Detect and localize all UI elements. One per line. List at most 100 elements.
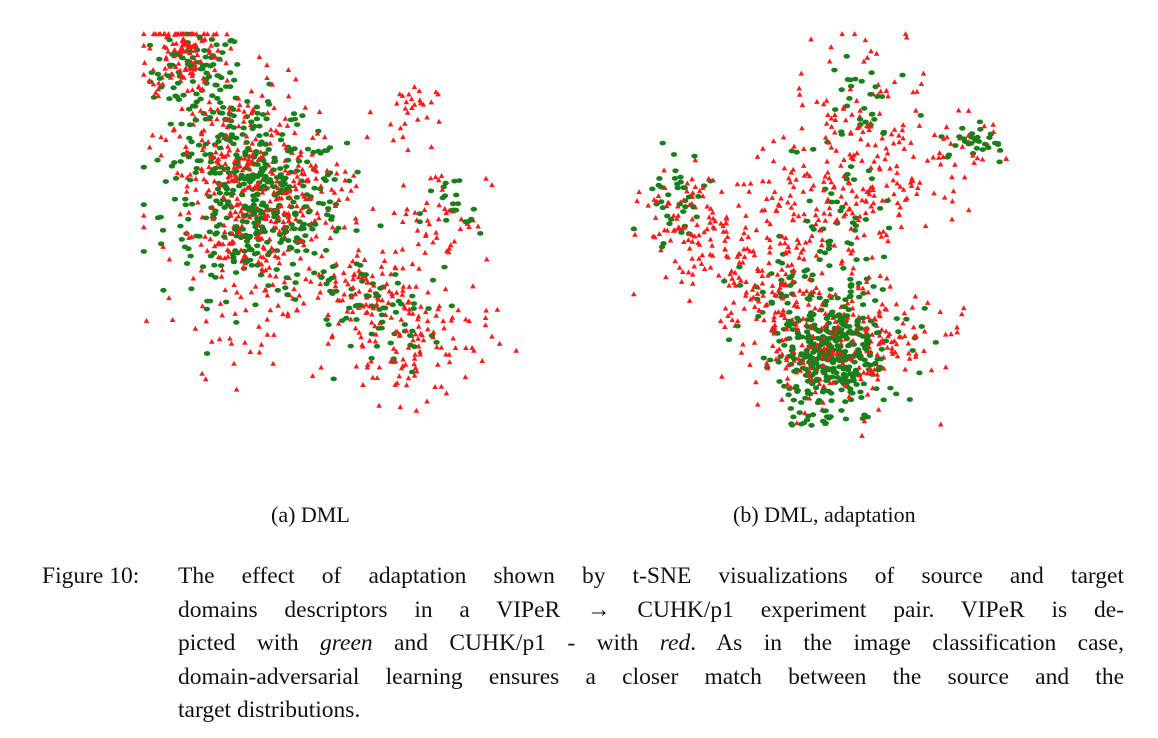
scatter-point-viper xyxy=(828,390,835,396)
scatter-point-viper xyxy=(156,76,164,81)
scatter-point-cuhk xyxy=(413,407,420,413)
scatter-point-cuhk xyxy=(285,170,291,176)
scatter-point-viper xyxy=(804,317,811,323)
scatter-point-cuhk xyxy=(162,65,168,71)
scatter-point-cuhk xyxy=(719,373,725,379)
scatter-point-cuhk xyxy=(861,58,867,64)
scatter-point-cuhk xyxy=(435,306,441,312)
scatter-point-viper xyxy=(842,416,850,422)
scatter-point-viper xyxy=(283,164,290,170)
scatter-point-viper xyxy=(213,82,220,88)
scatter-point-cuhk xyxy=(363,301,369,307)
scatter-point-cuhk xyxy=(201,127,207,133)
scatter-point-cuhk xyxy=(913,107,919,113)
scatter-point-cuhk xyxy=(364,134,370,140)
scatter-point-cuhk xyxy=(231,282,237,287)
scatter-point-viper xyxy=(721,278,728,284)
scatter-point-cuhk xyxy=(771,314,777,320)
scatter-point-cuhk xyxy=(842,382,849,388)
scatter-point-cuhk xyxy=(203,179,210,185)
scatter-point-cuhk xyxy=(169,317,176,322)
scatter-point-cuhk xyxy=(314,210,321,216)
scatter-point-viper xyxy=(172,93,179,99)
scatter-point-cuhk xyxy=(941,194,948,200)
scatter-point-cuhk xyxy=(341,291,347,297)
scatter-point-viper xyxy=(824,341,831,347)
scatter-point-cuhk xyxy=(838,162,844,168)
scatter-point-cuhk xyxy=(186,209,192,215)
scatter-point-viper xyxy=(804,417,811,423)
scatter-point-cuhk xyxy=(264,75,270,80)
scatter-point-viper xyxy=(208,272,215,278)
scatter-point-cuhk xyxy=(856,123,863,129)
scatter-point-viper xyxy=(816,295,823,301)
scatter-point-cuhk xyxy=(936,154,942,160)
scatter-point-cuhk xyxy=(171,126,177,131)
scatter-point-viper xyxy=(226,70,234,76)
scatter-point-viper xyxy=(854,322,861,328)
scatter-point-cuhk xyxy=(141,71,147,77)
scatter-point-cuhk xyxy=(813,206,820,212)
scatter-point-cuhk xyxy=(655,193,662,199)
scatter-point-viper xyxy=(853,257,860,263)
scatter-point-viper xyxy=(283,275,290,281)
scatter-point-cuhk xyxy=(159,81,166,87)
scatter-point-viper xyxy=(184,61,192,67)
scatter-point-viper xyxy=(258,202,266,208)
scatter-point-viper xyxy=(693,214,700,220)
scatter-point-viper xyxy=(853,370,860,376)
scatter-point-cuhk xyxy=(299,166,306,172)
scatter-point-cuhk xyxy=(676,224,682,230)
scatter-point-cuhk xyxy=(707,219,713,225)
scatter-point-viper xyxy=(248,262,256,268)
scatter-point-cuhk xyxy=(812,212,819,218)
scatter-point-cuhk xyxy=(234,163,241,169)
scatter-point-cuhk xyxy=(872,316,878,322)
scatter-point-cuhk xyxy=(899,127,906,133)
scatter-point-cuhk xyxy=(775,201,782,207)
scatter-point-viper xyxy=(206,298,214,304)
scatter-point-viper xyxy=(834,347,842,352)
scatter-point-viper xyxy=(167,121,174,127)
scatter-point-cuhk xyxy=(798,249,804,255)
caption-emphasis-red: red xyxy=(659,630,691,656)
scatter-point-cuhk xyxy=(816,290,823,295)
scatter-point-cuhk xyxy=(806,237,813,243)
scatter-point-cuhk xyxy=(873,50,880,56)
scatter-point-viper xyxy=(140,202,147,208)
scatter-point-cuhk xyxy=(291,169,298,175)
scatter-point-viper xyxy=(395,298,402,304)
scatter-point-viper xyxy=(320,269,327,275)
scatter-point-viper xyxy=(884,198,891,204)
figure-caption-body: The effect of adaptation shown by t-SNE … xyxy=(178,560,1124,728)
scatter-point-cuhk xyxy=(355,274,362,280)
scatter-point-viper xyxy=(270,167,277,173)
scatter-point-cuhk xyxy=(734,253,741,259)
scatter-point-cuhk xyxy=(819,270,825,276)
scatter-point-viper xyxy=(311,270,318,276)
scatter-point-cuhk xyxy=(786,175,792,181)
scatter-point-viper xyxy=(814,356,821,362)
scatter-point-cuhk xyxy=(225,253,231,259)
scatter-point-cuhk xyxy=(699,252,706,258)
scatter-point-cuhk xyxy=(402,105,409,111)
scatter-point-cuhk xyxy=(827,211,833,217)
scatter-point-viper xyxy=(872,298,879,303)
scatter-point-viper xyxy=(827,287,834,292)
caption-line-2: domains descriptors in a VIPeR → CUHK/p1… xyxy=(178,594,1124,628)
scatter-point-cuhk xyxy=(386,288,393,294)
scatter-point-cuhk xyxy=(282,115,289,121)
scatter-point-cuhk xyxy=(318,183,324,189)
scatter-point-cuhk xyxy=(692,157,699,163)
scatter-point-viper xyxy=(311,185,318,191)
scatter-point-cuhk xyxy=(917,179,923,185)
scatter-point-cuhk xyxy=(233,173,239,179)
caption-text: target distributions. xyxy=(178,697,361,723)
scatter-point-cuhk xyxy=(788,384,794,390)
scatter-point-cuhk xyxy=(671,227,678,233)
scatter-point-cuhk xyxy=(959,143,966,149)
scatter-point-cuhk xyxy=(800,315,806,321)
scatter-point-cuhk xyxy=(940,135,947,141)
scatter-point-viper xyxy=(853,382,860,387)
scatter-point-cuhk xyxy=(301,171,308,177)
